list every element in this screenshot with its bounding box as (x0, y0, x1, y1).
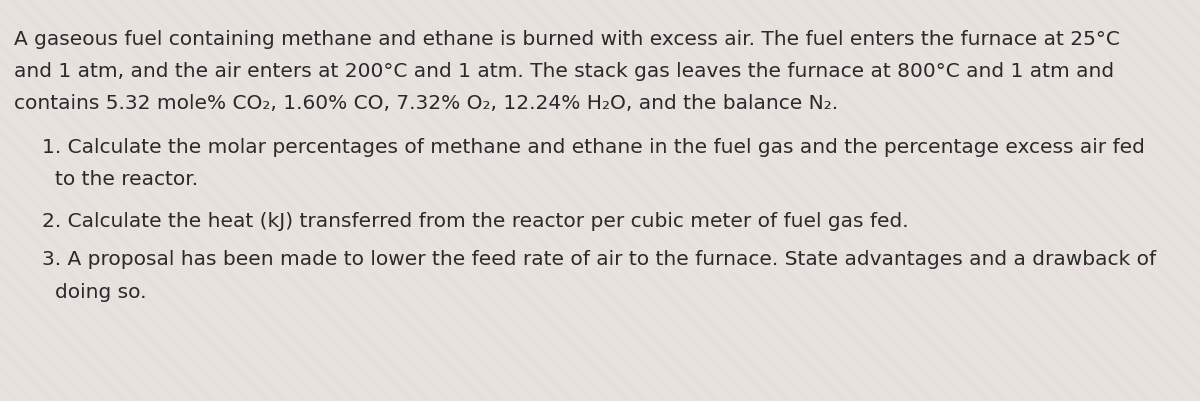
Text: 3. A proposal has been made to lower the feed rate of air to the furnace. State : 3. A proposal has been made to lower the… (42, 249, 1156, 268)
Text: contains 5.32 mole% CO₂, 1.60% CO, 7.32% O₂, 12.24% H₂O, and the balance N₂.: contains 5.32 mole% CO₂, 1.60% CO, 7.32%… (14, 94, 838, 113)
Text: to the reactor.: to the reactor. (55, 170, 198, 188)
Text: 2. Calculate the heat (kJ) transferred from the reactor per cubic meter of fuel : 2. Calculate the heat (kJ) transferred f… (42, 211, 908, 231)
Text: 1. Calculate the molar percentages of methane and ethane in the fuel gas and the: 1. Calculate the molar percentages of me… (42, 138, 1145, 157)
Text: doing so.: doing so. (55, 282, 146, 301)
Text: and 1 atm, and the air enters at 200°C and 1 atm. The stack gas leaves the furna: and 1 atm, and the air enters at 200°C a… (14, 62, 1114, 81)
Text: A gaseous fuel containing methane and ethane is burned with excess air. The fuel: A gaseous fuel containing methane and et… (14, 30, 1120, 49)
